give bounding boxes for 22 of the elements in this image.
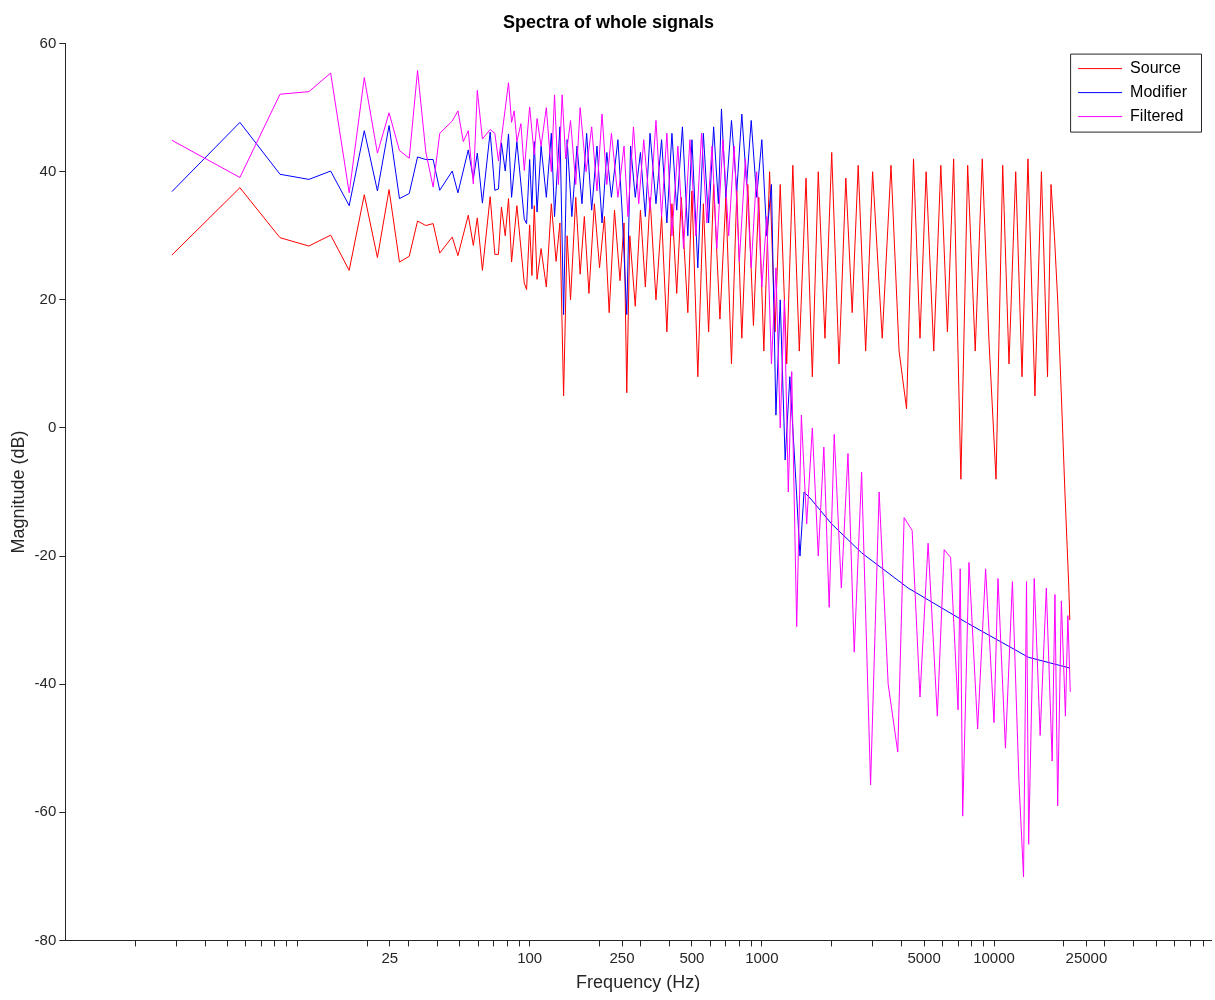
x-tick-label: 1000 [745,948,779,966]
y-tick-label: 40 [39,161,57,179]
y-tick-label: 20 [39,289,57,307]
x-tick-label: 25 [381,948,399,966]
x-tick-label: 10000 [973,948,1015,966]
legend-label: Source [1130,59,1181,77]
x-tick-label: 100 [517,948,543,966]
legend-label: Filtered [1130,107,1184,125]
y-axis-title: Magnitude (dB) [7,430,28,554]
x-tick-label: 250 [609,948,635,966]
y-tick-label: -80 [34,930,57,948]
legend-label: Modifier [1130,83,1188,101]
x-tick-label: 25000 [1065,948,1108,966]
x-tick-label: 500 [679,948,705,966]
x-tick-label: 5000 [907,948,941,966]
x-axis-title: Frequency (Hz) [576,972,701,993]
y-tick-label: 60 [39,33,57,51]
chart-title: Spectra of whole signals [502,11,715,32]
y-tick-label: -20 [34,546,57,564]
y-tick-label: -40 [34,674,57,692]
y-tick-label: 0 [47,418,57,436]
y-tick-label: -60 [34,802,57,820]
